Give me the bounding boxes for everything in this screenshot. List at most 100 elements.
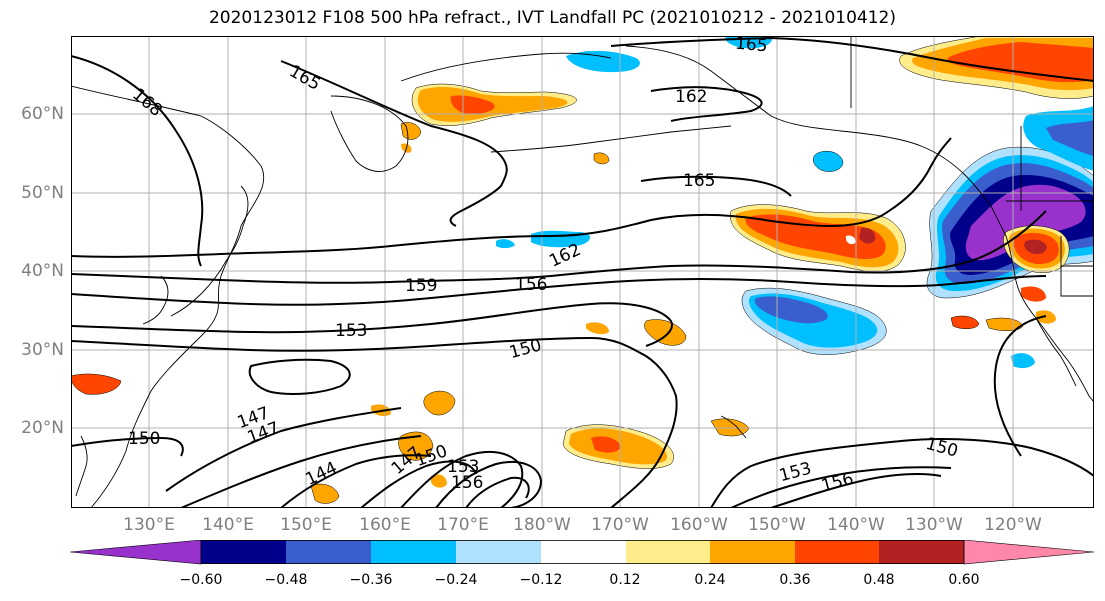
coast-bc: [965, 175, 1007, 237]
contour-147-a: [165, 407, 402, 492]
lon-label-170w: 170°W: [591, 515, 649, 535]
coast-korea: [142, 275, 169, 325]
contour-162-main: [71, 137, 952, 258]
map-frame: [71, 36, 1094, 508]
fill-region-wus-darkred: [1024, 239, 1047, 255]
lon-label-160e: 160°E: [359, 515, 411, 535]
contour-label-153: 153: [335, 321, 367, 341]
contour-159: [71, 210, 1047, 284]
colorbar-svg: [69, 539, 1095, 565]
contour-label-153-a: 153: [447, 457, 479, 477]
lon-label-130e: 130°E: [123, 515, 175, 535]
colorbar-tick-4: −0.12: [519, 572, 563, 588]
contour-label-165-b: 165: [734, 36, 768, 56]
colorbar-outline: [200, 540, 965, 564]
contour-156-east: [770, 472, 942, 508]
fill-region-midpac-cyan: [531, 230, 591, 248]
colorbar-tick-9: 0.60: [948, 572, 980, 588]
fill-region-goa-darkred: [859, 227, 876, 244]
contour-153-east: [730, 466, 952, 508]
coastlines: [71, 36, 1094, 508]
fill-region-sw-orange-a: [950, 315, 980, 329]
contour-label-156: 156: [515, 275, 547, 295]
lon-label-160w: 160°W: [670, 515, 728, 535]
colorbar-segment-9: [879, 540, 964, 564]
contour-165-north: [280, 60, 508, 227]
contour-147-s: [360, 460, 477, 508]
colorbar-segment-6: [626, 540, 710, 564]
colorbar-segment-0: [69, 539, 202, 565]
colorbar-tick-7: 0.36: [779, 572, 811, 588]
contour-162-north: [650, 86, 763, 122]
fill-region-goa-cyan: [813, 151, 844, 172]
lon-label-140w: 140°W: [827, 515, 885, 535]
contour-156: [71, 275, 1047, 306]
contour-label-162-a: 162: [675, 87, 707, 107]
gridlines: [71, 36, 1094, 508]
fill-region-w-pac-orange-a: [423, 390, 456, 416]
lat-label-60n: 60°N: [21, 104, 64, 124]
lon-label-120w: 120°W: [984, 515, 1042, 535]
fill-region-w-pac-orange-f: [431, 474, 447, 488]
coast-kamchatka: [330, 95, 409, 172]
fill-region-bc-blue: [1046, 120, 1094, 156]
fill-region-epac-blue: [754, 296, 828, 324]
fill-region-bering-red: [450, 95, 495, 114]
contour-147-b: [180, 435, 422, 508]
colorbar-tick-5: 0.12: [609, 572, 641, 588]
contour-153-s: [435, 461, 543, 508]
colorbar-segment-8: [795, 540, 879, 564]
lon-label-180w: 180°W: [513, 515, 571, 535]
map-panel: 168 165 165 162 165 162 159 156 153 150 …: [71, 36, 1094, 508]
lat-label-40n: 40°N: [21, 261, 64, 281]
coast-us-state-a: [1060, 236, 1094, 297]
lon-label-150e: 150°E: [280, 515, 332, 535]
contour-label-156-a: 156: [451, 473, 483, 493]
fill-region-c-pac-orange-d: [586, 322, 609, 335]
colorbar-tick-2: −0.36: [349, 572, 393, 588]
colorbar-segment-3: [371, 540, 456, 564]
colorbar: [69, 539, 1095, 570]
contour-150-s: [400, 450, 524, 508]
fill-region-nw-purple: [965, 184, 1086, 261]
contour-153: [71, 302, 673, 347]
fill-region-c-pac-orange-b: [644, 319, 687, 346]
lat-label-30n: 30°N: [21, 340, 64, 360]
contour-label-165-c: 165: [683, 171, 715, 191]
colorbar-tick-6: 0.24: [694, 572, 726, 588]
fill-region-sw-red-d: [1021, 286, 1046, 302]
coast-aleutians: [490, 125, 732, 153]
contour-165-top: [610, 36, 1094, 82]
coast-baja: [1035, 317, 1077, 387]
fill-region-goa-white-hole: [845, 235, 856, 245]
lon-label-150w: 150°W: [748, 515, 806, 535]
coast-asia: [71, 85, 265, 508]
colorbar-tick-8: 0.48: [863, 572, 895, 588]
fill-region-bering-cyan: [566, 50, 640, 73]
contour-150-right: [993, 315, 1047, 457]
fill-region-sw-orange-b: [985, 317, 1024, 331]
contour-label-159: 159: [405, 276, 437, 296]
coast-hawaii: [720, 415, 747, 439]
contour-150-east: [710, 438, 1094, 508]
lat-label-50n: 50°N: [21, 183, 64, 203]
shaded-regions: [71, 36, 1094, 504]
contour-156-s: [465, 476, 530, 508]
lon-label-170e: 170°E: [437, 515, 489, 535]
colorbar-tick-3: −0.24: [434, 572, 478, 588]
contour-label-150-b: 150: [128, 429, 160, 449]
coast-alaska: [625, 45, 967, 177]
contour-150: [71, 336, 678, 508]
fill-region-w-pac-red-e: [71, 373, 122, 395]
lat-label-20n: 20°N: [21, 418, 64, 438]
fill-region-hawaii-red: [591, 436, 621, 453]
map-canvas: 168 165 165 162 165 162 159 156 153 150 …: [71, 36, 1094, 508]
colorbar-tick-0: −0.60: [179, 572, 223, 588]
lon-label-130w: 130°W: [905, 515, 963, 535]
fill-region-nwpac-cyan: [496, 239, 515, 249]
fill-region-baja-cyan: [1011, 353, 1035, 369]
colorbar-segment-2: [286, 540, 371, 564]
fill-region-canada-red: [947, 42, 1094, 83]
contour-165-mid: [640, 175, 792, 197]
height-contours: [71, 36, 1094, 508]
